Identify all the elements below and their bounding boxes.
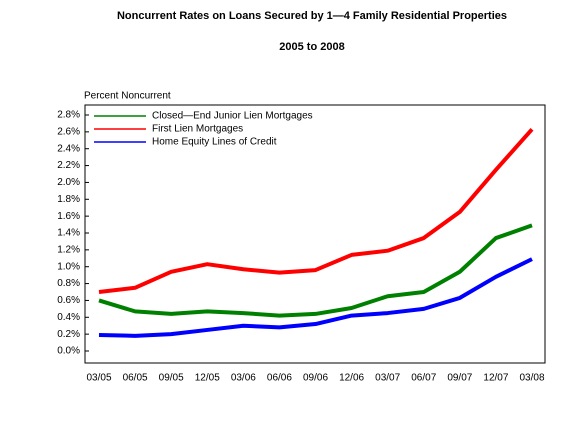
x-tick-label: 09/05 [159, 373, 184, 384]
y-tick-label: 2.4% [57, 143, 80, 154]
y-tick-label: 0.4% [57, 312, 80, 323]
x-tick-label: 09/07 [447, 373, 472, 384]
legend-label: First Lien Mortgages [152, 124, 243, 135]
x-tick-label: 03/05 [86, 373, 111, 384]
y-tick-label: 0.6% [57, 295, 80, 306]
x-tick-label: 06/05 [123, 373, 148, 384]
y-tick-label: 0.0% [57, 346, 80, 357]
plot-frame [84, 104, 546, 364]
y-tick-label: 2.6% [57, 126, 80, 137]
series-line [98, 257, 533, 338]
y-tick-label: 1.6% [57, 211, 80, 222]
series-line [98, 127, 534, 294]
x-tick-label: 06/06 [267, 373, 292, 384]
x-tick-label: 03/06 [231, 373, 256, 384]
y-tick-label: 2.2% [57, 160, 80, 171]
y-tick-label: 0.2% [57, 329, 80, 340]
y-tick-label: 1.2% [57, 244, 80, 255]
series-line [98, 223, 533, 318]
x-tick-label: 06/07 [411, 373, 436, 384]
x-tick-label: 12/07 [483, 373, 508, 384]
y-tick-label: 1.8% [57, 194, 80, 205]
y-axis-label: Percent Noncurrent [84, 91, 171, 102]
x-tick-label: 12/06 [339, 373, 364, 384]
y-tick-label: 2.8% [57, 110, 80, 121]
y-tick-label: 1.4% [57, 228, 80, 239]
x-tick-label: 12/05 [195, 373, 220, 384]
y-tick-label: 0.8% [57, 278, 80, 289]
chart-title: Noncurrent Rates on Loans Secured by 1—4… [117, 10, 507, 22]
x-tick-label: 09/06 [303, 373, 328, 384]
x-tick-label: 03/07 [375, 373, 400, 384]
y-tick-label: 1.0% [57, 261, 80, 272]
x-tick-label: 03/08 [519, 373, 544, 384]
chart-subtitle: 2005 to 2008 [279, 41, 344, 53]
legend-label: Closed—End Junior Lien Mortgages [152, 111, 313, 122]
y-tick-label: 2.0% [57, 177, 80, 188]
legend-label: Home Equity Lines of Credit [152, 137, 277, 148]
